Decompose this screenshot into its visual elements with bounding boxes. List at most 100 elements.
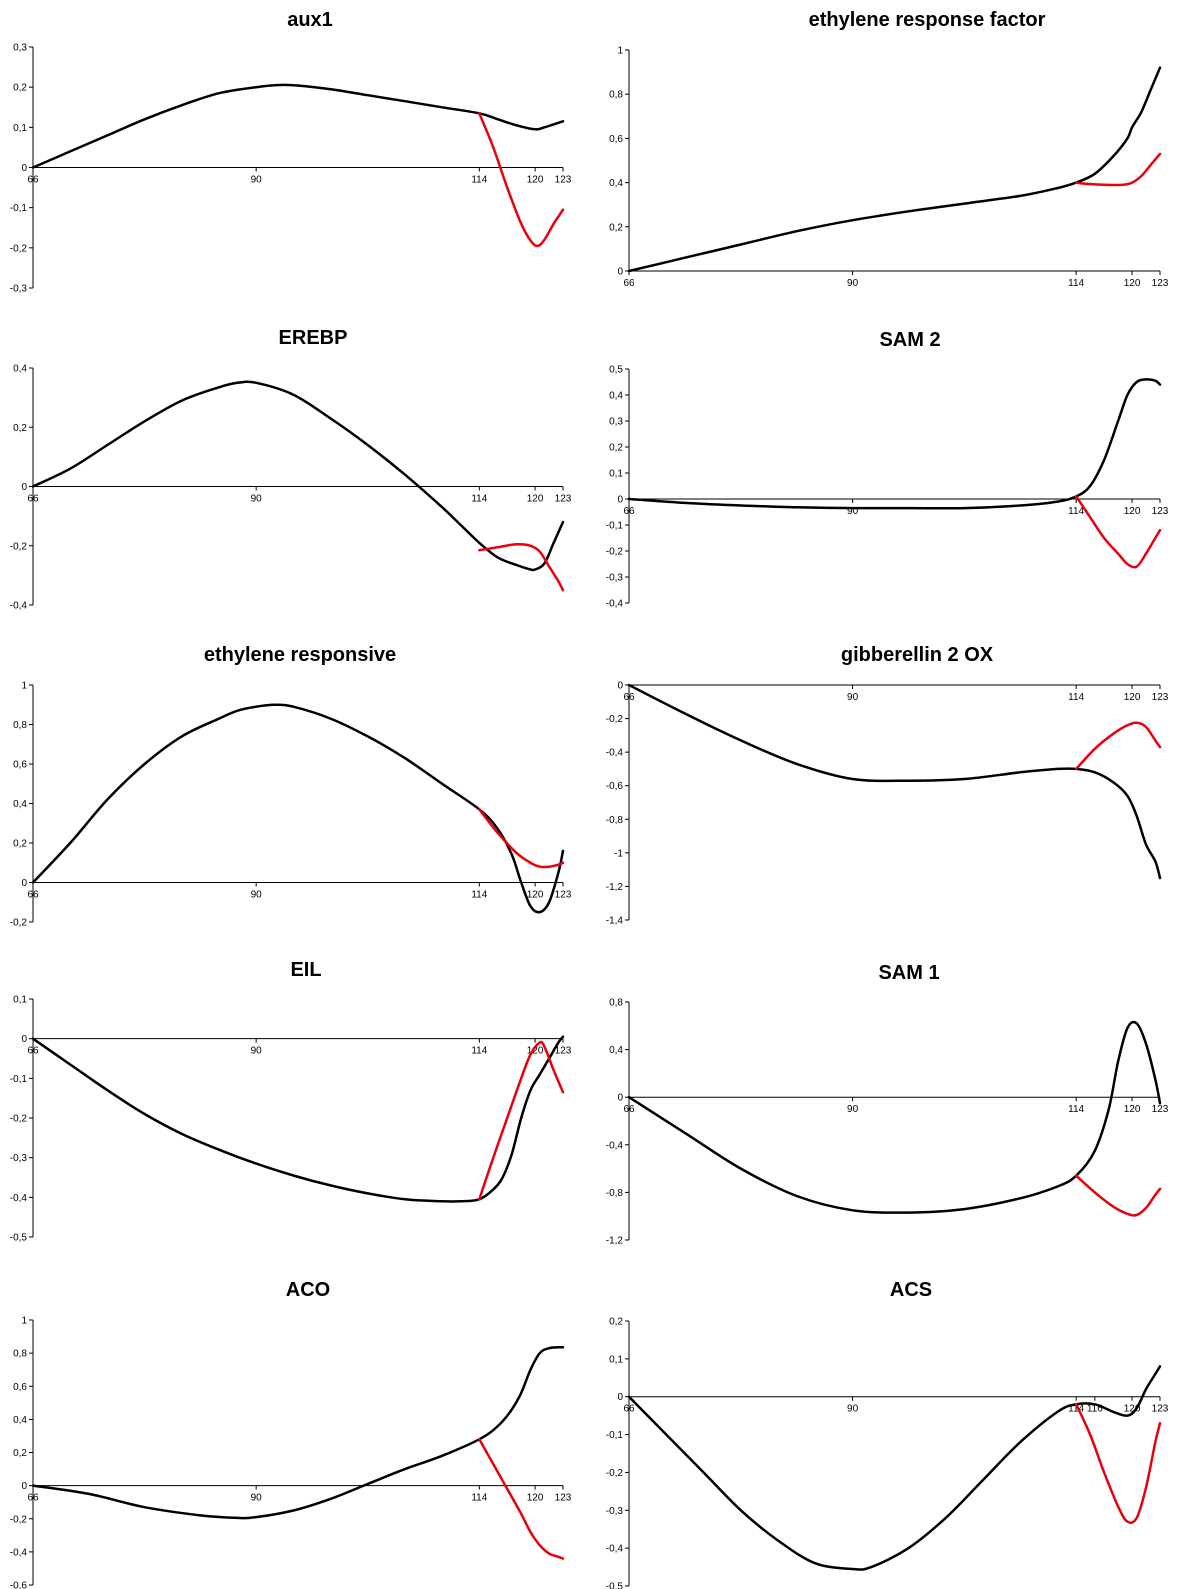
y-tick-label: 0 xyxy=(617,1392,623,1403)
y-tick-label: 0 xyxy=(617,267,623,278)
y-tick-label: 1 xyxy=(617,46,623,57)
y-tick-label: 0,1 xyxy=(13,123,27,134)
y-tick-label: 0,4 xyxy=(13,364,27,375)
x-tick-label: 114 xyxy=(1068,1404,1084,1415)
chart-panel: ethylene responsive 1 0,8 0,6 0,4 0,2 0 -0,2 66 9… xyxy=(10,644,572,929)
y-tick-label: 0,6 xyxy=(609,134,623,145)
y-tick-label: -0,3 xyxy=(606,573,624,584)
y-tick-label: -0,2 xyxy=(606,1468,624,1479)
x-tick-label: 66 xyxy=(623,692,635,703)
series-line-black xyxy=(627,1365,1162,1571)
x-tick-label: 114 xyxy=(1068,506,1084,517)
y-tick-label: -0,1 xyxy=(10,203,28,214)
series-line-black xyxy=(627,378,1162,510)
x-tick-label: 90 xyxy=(251,890,263,901)
y-tick-label: 0,6 xyxy=(13,1382,27,1393)
x-tick-label: 123 xyxy=(555,1046,572,1057)
chart-title: SAM 1 xyxy=(878,962,939,984)
series-line-red xyxy=(1074,1174,1162,1217)
y-tick-label: 0,3 xyxy=(609,417,623,428)
x-tick-label: 90 xyxy=(251,1493,263,1504)
y-tick-label: 0 xyxy=(21,163,27,174)
series-line-black xyxy=(31,1035,565,1203)
x-tick-label: 66 xyxy=(623,278,635,289)
x-tick-label: 66 xyxy=(27,494,39,505)
chart-title: ethylene response factor xyxy=(809,9,1046,31)
y-tick-label: 0,8 xyxy=(609,90,623,101)
x-tick-label: 114 xyxy=(1068,692,1084,703)
x-tick-label: 66 xyxy=(27,1046,39,1057)
chart-panel: EREBP 0,4 0,2 0 -0,2 -0,4 66 90 114 120 123 xyxy=(10,327,572,612)
x-tick-label: 114 xyxy=(1068,1104,1084,1115)
y-tick-label: -0,4 xyxy=(606,748,624,759)
y-tick-label: -1 xyxy=(614,848,623,859)
x-tick-label: 120 xyxy=(1124,278,1141,289)
series-line-black xyxy=(627,1020,1162,1214)
x-tick-label: 120 xyxy=(1124,1404,1141,1415)
series-line-black xyxy=(31,703,565,914)
chart-panel: ACO 1 0,8 0,6 0,4 0,2 0 -0,2 -0,4 -0,6 66 90 114 120 1… xyxy=(10,1279,572,1589)
x-tick-label: 90 xyxy=(847,278,859,289)
y-tick-label: 0,5 xyxy=(609,365,623,376)
chart-panel: EIL 0,1 0 -0,1 -0,2 -0,3 -0,4 -0,5 66 90 114 120 123 xyxy=(10,959,572,1244)
y-tick-label: -0,2 xyxy=(10,1514,28,1525)
chart-panel: ethylene response factor 1 0,8 0,6 0,4 0,2 066… xyxy=(609,9,1169,289)
x-tick-label: 123 xyxy=(1152,692,1169,703)
x-tick-label: 66 xyxy=(623,1404,635,1415)
x-tick-label: 123 xyxy=(1152,506,1169,517)
x-tick-label: 123 xyxy=(555,494,572,505)
x-tick-label: 120 xyxy=(1124,692,1141,703)
y-tick-label: 1 xyxy=(21,1316,27,1327)
y-tick-label: -0,5 xyxy=(606,1582,624,1589)
x-tick-label: 120 xyxy=(527,890,544,901)
x-tick-label: 66 xyxy=(623,1104,635,1115)
y-tick-label: -1,2 xyxy=(606,882,624,893)
y-tick-label: -0,2 xyxy=(10,918,28,929)
x-tick-label: 123 xyxy=(555,890,572,901)
y-tick-label: 1 xyxy=(21,681,27,692)
series-line-red xyxy=(478,1438,565,1560)
chart-title: ethylene responsive xyxy=(204,644,396,666)
x-tick-label: 116 xyxy=(1087,1404,1103,1415)
chart-panel: ACS 0,2 0,1 0 -0,1 -0,2 -0,3 -0,4 -0,5 66 90 114 116… xyxy=(606,1279,1169,1589)
y-tick-label: 0 xyxy=(21,878,27,889)
y-tick-label: 0 xyxy=(21,1034,27,1045)
y-tick-label: 0,8 xyxy=(13,720,27,731)
chart-title: gibberellin 2 OX xyxy=(841,644,994,666)
x-tick-label: 114 xyxy=(471,890,487,901)
x-tick-label: 120 xyxy=(527,494,544,505)
series-line-black xyxy=(31,1346,565,1520)
y-tick-label: 0,6 xyxy=(13,760,27,771)
y-tick-label: -0,1 xyxy=(606,521,624,532)
y-tick-label: -0,4 xyxy=(606,1140,624,1151)
y-tick-label: -0,4 xyxy=(10,1193,28,1204)
series-line-black xyxy=(31,380,565,572)
x-tick-label: 66 xyxy=(27,1493,39,1504)
chart-panel: SAM 2 0,5 0,4 0,3 0,2 0,1 0 -0,1 -0,2 -0,3 -0,4 66 9… xyxy=(606,329,1169,610)
y-tick-label: 0,1 xyxy=(609,469,623,480)
chart-title: ACO xyxy=(286,1279,330,1301)
y-tick-label: 0,2 xyxy=(609,1317,623,1328)
x-tick-label: 123 xyxy=(555,175,572,186)
y-tick-label: -0,2 xyxy=(606,714,624,725)
chart-panel: aux1 0,3 0,2 0,1 0 -0,1 -0,2 -0,3 66 90 114 120 123 xyxy=(10,9,572,295)
y-tick-label: 0,2 xyxy=(609,443,623,454)
x-tick-label: 120 xyxy=(527,175,544,186)
chart-panel: SAM 1 0,8 0,4 0 -0,4 -0,8 -1,2 66 90 114 120 123 xyxy=(606,962,1169,1247)
y-tick-label: 0,1 xyxy=(609,1354,623,1365)
chart-panel: gibberellin 2 OX 0 -0,2 -0,4 -0,6 -0,8 -1 -1,2 -… xyxy=(606,644,1169,927)
y-tick-label: -1,4 xyxy=(606,916,624,927)
y-tick-label: -0,8 xyxy=(606,1188,624,1199)
y-tick-label: -0,3 xyxy=(606,1506,624,1517)
x-tick-label: 90 xyxy=(847,1404,859,1415)
y-tick-label: 0 xyxy=(617,495,623,506)
chart-title: EREBP xyxy=(279,327,348,349)
x-tick-label: 120 xyxy=(1124,506,1141,517)
series-line-black xyxy=(627,66,1162,273)
y-tick-label: -0,2 xyxy=(606,547,624,558)
y-tick-label: -0,5 xyxy=(10,1233,28,1244)
series-line-red xyxy=(478,542,565,592)
y-tick-label: -0,3 xyxy=(10,284,28,295)
y-tick-label: 0 xyxy=(21,1481,27,1492)
